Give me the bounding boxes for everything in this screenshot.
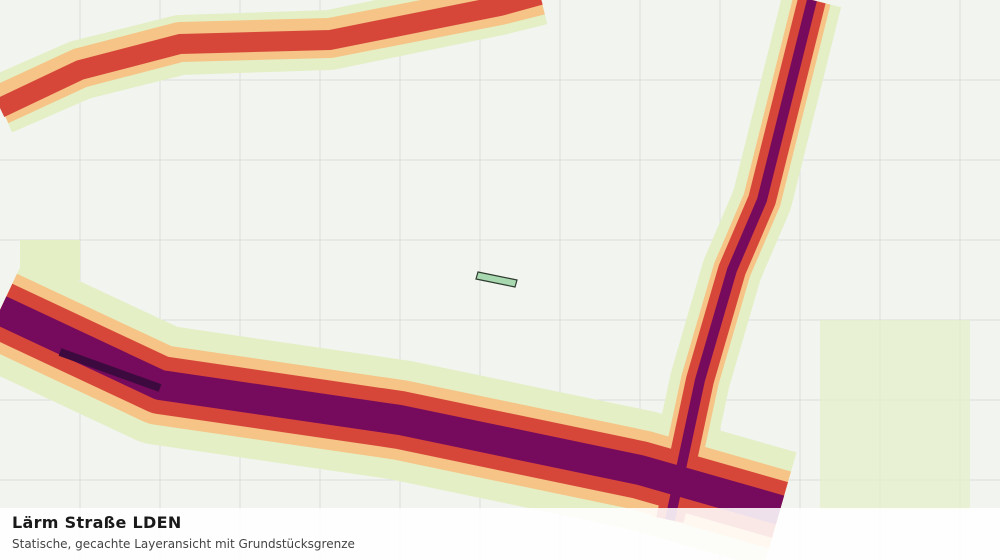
info-panel: Lärm Straße LDEN Statische, gecachte Lay…	[0, 508, 1000, 560]
layer-title: Lärm Straße LDEN	[12, 513, 182, 532]
layer-subtitle: Statische, gecachte Layeransicht mit Gru…	[12, 537, 355, 551]
noise-bands	[0, 0, 970, 560]
parcel-boundary	[475, 271, 518, 288]
